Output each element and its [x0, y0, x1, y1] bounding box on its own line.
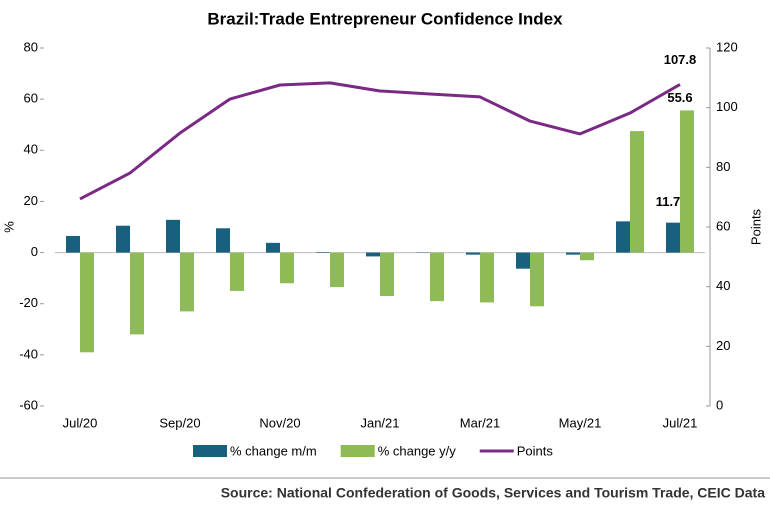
data-label: 11.7	[656, 194, 681, 209]
bar	[580, 252, 594, 261]
legend-swatch	[340, 445, 375, 457]
bar	[166, 219, 180, 253]
x-tick-label: Mar/21	[460, 415, 500, 430]
y-tick-label: 0	[31, 244, 38, 259]
bar	[66, 235, 80, 253]
bar	[116, 225, 130, 253]
x-tick-label: May/21	[559, 415, 602, 430]
line	[79, 81, 681, 201]
y2-tick-label: 100	[716, 99, 738, 114]
bar	[530, 252, 544, 307]
x-tick-label: Nov/20	[259, 415, 300, 430]
y2-tick-label: 120	[716, 39, 738, 54]
bar	[80, 252, 94, 353]
source: Source: National Confederation of Goods,…	[221, 485, 766, 501]
y2-tick-label: 80	[716, 159, 730, 174]
y2-tick-label: 0	[716, 397, 723, 412]
y-tick-label: 20	[24, 193, 38, 208]
bar	[480, 252, 494, 303]
y-tick-label: 80	[24, 39, 38, 54]
bar	[216, 228, 230, 253]
y2-tick-label: 60	[716, 218, 730, 233]
bar	[430, 252, 444, 302]
bar	[516, 252, 530, 269]
y-tick-label: 40	[24, 142, 38, 157]
bar	[566, 252, 580, 255]
legend-label: Points	[517, 443, 554, 458]
y-axis-label: %	[1, 221, 16, 233]
y2-tick-label: 40	[716, 278, 730, 293]
bar	[180, 252, 194, 312]
y2-axis-label: Points	[748, 208, 763, 245]
x-tick-label: Jul/21	[663, 415, 698, 430]
bar	[680, 110, 694, 253]
x-tick-label: Jan/21	[360, 415, 399, 430]
bar	[280, 252, 294, 284]
y2-tick-label: 20	[716, 338, 730, 353]
y-tick-label: -20	[19, 295, 38, 310]
bar	[230, 252, 244, 291]
y-tick-label: -40	[19, 346, 38, 361]
bar	[666, 222, 680, 253]
bar	[330, 252, 344, 288]
legend-label: % change y/y	[378, 443, 457, 458]
legend-label: % change m/m	[230, 443, 317, 458]
bar	[366, 252, 380, 257]
bar	[266, 242, 280, 253]
bar	[130, 252, 144, 335]
x-tick-label: Sep/20	[159, 415, 200, 430]
data-label: 55.6	[667, 90, 692, 105]
bar	[316, 252, 330, 253]
legend-swatch	[193, 445, 227, 457]
x-tick-label: Jul/20	[63, 415, 98, 430]
bar	[380, 252, 394, 297]
data-label: 107.8	[664, 52, 697, 67]
bar	[616, 221, 630, 253]
chart-title: Brazil:Trade Entrepreneur Confidence Ind…	[207, 9, 563, 28]
bar	[466, 252, 480, 255]
y-tick-label: 60	[24, 91, 38, 106]
bar	[630, 131, 644, 253]
y-tick-label: -60	[19, 397, 38, 412]
